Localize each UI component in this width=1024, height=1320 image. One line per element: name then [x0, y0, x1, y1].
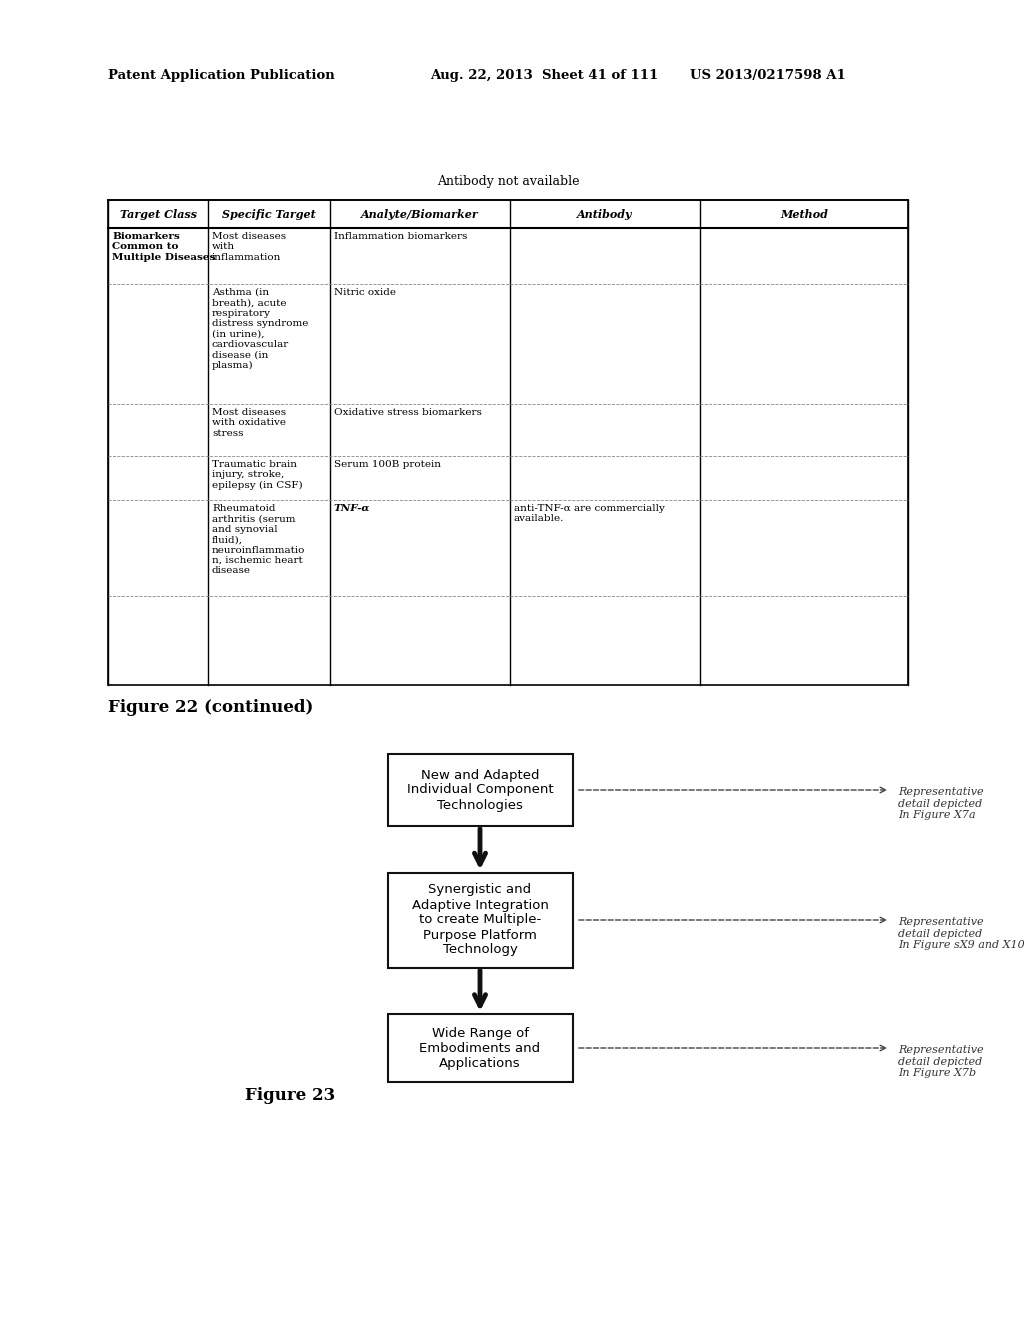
Text: Most diseases
with oxidative
stress: Most diseases with oxidative stress	[212, 408, 286, 438]
Text: Representative
detail depicted
In Figure X7b: Representative detail depicted In Figure…	[898, 1045, 984, 1078]
Text: TNF-α: TNF-α	[334, 504, 371, 513]
Text: Figure 22 (continued): Figure 22 (continued)	[108, 700, 313, 717]
Text: Representative
detail depicted
In Figure X7a: Representative detail depicted In Figure…	[898, 787, 984, 820]
Text: Patent Application Publication: Patent Application Publication	[108, 69, 335, 82]
Text: Biomarkers
Common to
Multiple Diseases: Biomarkers Common to Multiple Diseases	[112, 232, 215, 261]
Bar	[387, 873, 572, 968]
Text: Analyte/Biomarker: Analyte/Biomarker	[361, 209, 479, 219]
Text: Nitric oxide: Nitric oxide	[334, 288, 396, 297]
Bar	[108, 201, 908, 685]
Text: Representative
detail depicted
In Figure sX9 and X10: Representative detail depicted In Figure…	[898, 917, 1024, 950]
Text: New and Adapted
Individual Component
Technologies: New and Adapted Individual Component Tec…	[407, 768, 553, 812]
Text: Most diseases
with
inflammation: Most diseases with inflammation	[212, 232, 286, 261]
Text: anti-TNF-α are commercially
available.: anti-TNF-α are commercially available.	[514, 504, 665, 524]
Bar	[387, 754, 572, 826]
Text: Antibody not available: Antibody not available	[437, 176, 580, 189]
Text: Oxidative stress biomarkers: Oxidative stress biomarkers	[334, 408, 482, 417]
Text: US 2013/0217598 A1: US 2013/0217598 A1	[690, 69, 846, 82]
Text: Wide Range of
Embodiments and
Applications: Wide Range of Embodiments and Applicatio…	[420, 1027, 541, 1069]
Text: Inflammation biomarkers: Inflammation biomarkers	[334, 232, 467, 242]
Text: Target Class: Target Class	[120, 209, 197, 219]
Text: Method: Method	[780, 209, 828, 219]
Text: Serum 100B protein: Serum 100B protein	[334, 459, 441, 469]
Text: Antibody: Antibody	[578, 209, 633, 219]
Text: Specific Target: Specific Target	[222, 209, 315, 219]
Text: Rheumatoid
arthritis (serum
and synovial
fluid),
neuroinflammatio
n, ischemic he: Rheumatoid arthritis (serum and synovial…	[212, 504, 305, 576]
Text: Synergistic and
Adaptive Integration
to create Multiple-
Purpose Platform
Techno: Synergistic and Adaptive Integration to …	[412, 883, 549, 957]
Text: Asthma (in
breath), acute
respiratory
distress syndrome
(in urine),
cardiovascul: Asthma (in breath), acute respiratory di…	[212, 288, 308, 370]
Text: Traumatic brain
injury, stroke,
epilepsy (in CSF): Traumatic brain injury, stroke, epilepsy…	[212, 459, 303, 490]
Bar	[387, 1014, 572, 1082]
Text: Figure 23: Figure 23	[245, 1086, 335, 1104]
Text: Aug. 22, 2013  Sheet 41 of 111: Aug. 22, 2013 Sheet 41 of 111	[430, 69, 658, 82]
